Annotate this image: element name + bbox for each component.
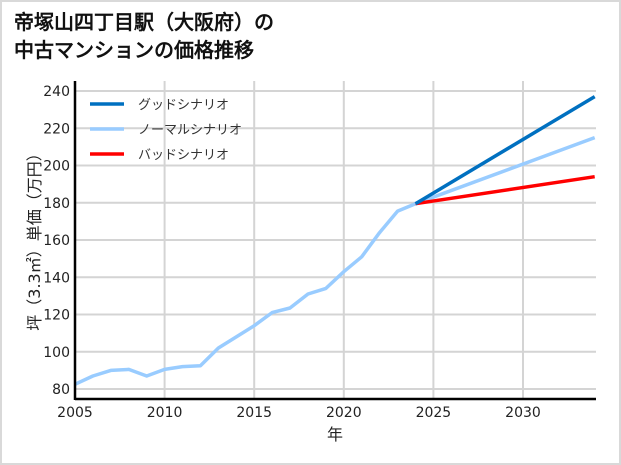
x-tick-label: 2010 [147, 405, 183, 421]
y-axis-label: 坪（3.3㎡）単価（万円） [25, 145, 44, 330]
y-tick-label: 100 [43, 345, 70, 361]
y-tick-label: 180 [43, 196, 70, 212]
data-series [74, 95, 596, 386]
y-tick-label: 160 [43, 233, 70, 249]
tick-labels: 80 100 120 140 160 180 200 220 240 2005 2010 2015 20… [43, 84, 541, 421]
x-tick-label: 2020 [326, 405, 362, 421]
y-tick-label: 200 [43, 159, 70, 175]
series-line [415, 174, 595, 206]
series-line [414, 95, 596, 206]
series-line [74, 135, 596, 386]
y-tick-label: 220 [43, 121, 70, 137]
chart-title-line2: 中古マンションの価格推移 [14, 38, 254, 62]
chart-title: 帝塚山四丁目駅（大阪府）の 中古マンションの価格推移 [14, 8, 274, 64]
legend-label: グッドシナリオ [138, 98, 229, 113]
legend-label: バッドシナリオ [138, 148, 229, 163]
y-tick-label: 240 [43, 84, 70, 100]
legend-label: ノーマルシナリオ [138, 123, 242, 138]
x-tick-label: 2025 [416, 405, 452, 421]
y-tick-label: 120 [43, 308, 70, 324]
axes [73, 81, 596, 401]
x-tick-label: 2015 [236, 405, 272, 421]
x-tick-label: 2030 [505, 405, 541, 421]
x-tick-label: 2005 [57, 405, 93, 421]
y-tick-label: 80 [52, 382, 70, 398]
x-axis-label: 年 [327, 425, 343, 444]
y-tick-label: 140 [43, 270, 70, 286]
chart-title-line1: 帝塚山四丁目駅（大阪府）の [14, 10, 274, 34]
